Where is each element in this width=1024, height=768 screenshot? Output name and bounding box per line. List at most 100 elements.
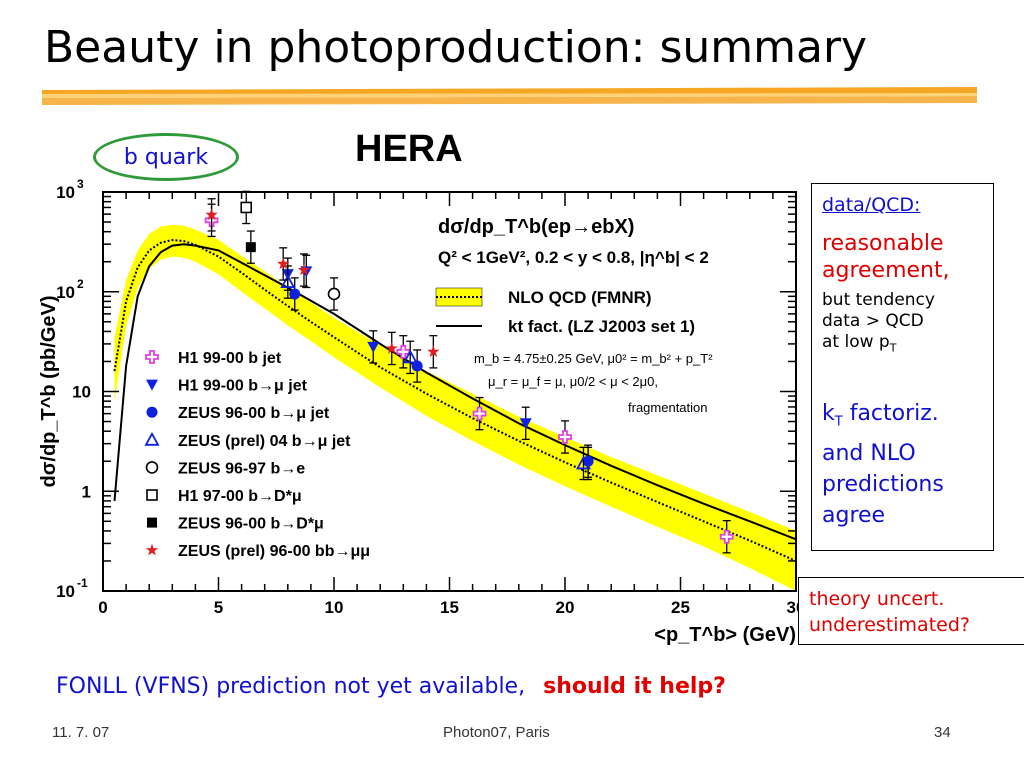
y-tick-label: 10 xyxy=(56,582,75,601)
params-line2: μ_r = μ_f = μ, μ0/2 < μ < 2μ0, xyxy=(488,374,658,389)
nlo-qcd-band xyxy=(114,224,796,591)
legend-marker-6 xyxy=(147,517,157,528)
data-qcd-box: data/QCD: reasonable agreement, but tend… xyxy=(811,183,994,551)
chart-title: dσ/dp_T^b(ep→ebX) xyxy=(438,216,634,238)
legend-marker-7 xyxy=(145,543,159,556)
legend-marker-2 xyxy=(146,406,158,418)
footer-conference: Photon07, Paris xyxy=(443,724,550,741)
legend-marker-0 xyxy=(145,350,159,364)
data-point-zeus-prel-96-00-bb- xyxy=(385,342,398,354)
data-point-h1-99-00-b-jet xyxy=(582,458,595,470)
data-point-h1-99-00-b-jet xyxy=(472,406,487,421)
legend-marker-5 xyxy=(146,489,158,501)
kt-line1: kT factoriz. xyxy=(822,398,983,437)
footer-page-number: 34 xyxy=(934,724,951,741)
title-underline-bar xyxy=(42,87,977,105)
theory-uncertainty-box: theory uncert. underestimated? xyxy=(798,577,1024,645)
legend-series-label: ZEUS (prel) 04 b→μ jet xyxy=(178,433,351,450)
x-tick-label: 10 xyxy=(325,598,344,617)
data-point-zeus-96-00-b-d- xyxy=(245,242,256,253)
legend-series-label: ZEUS 96-00 b→D*μ xyxy=(178,516,324,533)
fonll-text: FONLL (VFNS) prediction not yet availabl… xyxy=(56,674,526,699)
legend-series-label: ZEUS 96-00 b→μ jet xyxy=(178,405,330,422)
reasonable-line: reasonable xyxy=(822,231,944,256)
chart-subtitle: Q² < 1GeV², 0.2 < y < 0.8, |η^b| < 2 xyxy=(438,248,709,267)
y-tick-label: 10 xyxy=(72,383,91,402)
b-quark-text: b quark xyxy=(123,144,209,170)
data-point-h1-99-00-b-jet xyxy=(367,341,380,353)
plot-frame xyxy=(102,191,797,592)
kt-line3: predictions xyxy=(822,471,944,497)
data-point-zeus-prel-96-00-bb- xyxy=(205,208,218,221)
x-axis-label: <p_T^b> (GeV) xyxy=(654,624,796,646)
tendency-line3-sub: T xyxy=(889,341,897,355)
should-it-help-text: should it help? xyxy=(543,674,726,699)
data-point-h1-99-00-b-jet xyxy=(519,418,532,430)
fonll-statement: FONLL (VFNS) prediction not yet availabl… xyxy=(56,674,726,699)
data-point-zeus-prel-04-b-jet xyxy=(280,274,296,288)
y-axis-label: dσ/dp_T^b (pb/GeV) xyxy=(38,295,60,487)
data-point-zeus-prel-96-00-bb- xyxy=(277,257,290,270)
x-tick-label: 20 xyxy=(556,598,575,617)
kt-factorization-curve xyxy=(113,243,796,541)
x-tick-label: 5 xyxy=(214,598,223,617)
x-tick-label: 25 xyxy=(671,598,690,617)
kt-line2: and NLO xyxy=(822,440,916,466)
data-point-h1-99-00-b-jet xyxy=(719,529,734,544)
data-point-zeus-prel-04-b-jet xyxy=(402,349,418,364)
data-point-zeus-96-97-b-e xyxy=(327,287,341,301)
data-point-h1-99-00-b-jet xyxy=(281,269,294,281)
params-line3: fragmentation xyxy=(628,400,708,415)
data-point-zeus-96-00-b-jet xyxy=(582,455,594,467)
data-point-h1-99-00-b-jet xyxy=(396,344,411,359)
y-tick-label: 10 xyxy=(56,283,75,302)
data-point-h1-99-00-b-jet xyxy=(300,266,313,278)
y-tick-label: 10 xyxy=(56,183,75,202)
data-point-zeus-96-00-b-jet xyxy=(289,288,301,300)
tendency-line3: at low pT xyxy=(822,332,983,358)
slide-title: Beauty in photoproduction: summary xyxy=(44,22,868,73)
data-point-zeus-96-00-b-jet xyxy=(411,360,423,372)
y-tick-label: 1 xyxy=(82,482,91,501)
x-tick-label: 0 xyxy=(98,598,107,617)
tendency-line2: data > QCD xyxy=(822,311,924,331)
legend-series-label: ZEUS (prel) 96-00 bb→μμ xyxy=(178,543,370,560)
data-point-zeus-prel-96-00-bb- xyxy=(297,263,311,276)
data-point-zeus-prel-04-b-jet xyxy=(575,455,591,470)
y-tick-exponent: 3 xyxy=(77,177,84,191)
tendency-line3-text: at low p xyxy=(822,332,890,352)
kt-line1-rest: factoriz. xyxy=(842,401,939,427)
kt-line1-k: k xyxy=(822,401,835,427)
legend-marker-4 xyxy=(145,461,159,474)
params-line1: m_b = 4.75±0.25 GeV, μ0² = m_b² + p_T² xyxy=(474,351,713,366)
uncert-line2: underestimated? xyxy=(809,614,970,636)
y-tick-exponent: -1 xyxy=(77,576,88,590)
legend-band-label: NLO QCD (FMNR) xyxy=(508,288,652,307)
data-point-h1-99-00-b-jet xyxy=(204,213,219,228)
data-qcd-heading: data/QCD: xyxy=(822,194,921,216)
legend-series-label: ZEUS 96-97 b→e xyxy=(178,460,305,477)
legend-series-label: H1 99-00 b jet xyxy=(178,350,282,367)
legend-kt-label: kt fact. (LZ J2003 set 1) xyxy=(508,317,695,336)
data-point-zeus-prel-96-00-bb- xyxy=(427,345,440,358)
legend-series-label: H1 99-00 b→μ jet xyxy=(178,378,308,395)
footer-date: 11. 7. 07 xyxy=(52,724,110,741)
legend-band-swatch xyxy=(435,287,483,307)
hera-label: HERA xyxy=(355,128,463,170)
data-point-h1-97-00-b-d- xyxy=(240,201,253,214)
nlo-qcd-central-dotted xyxy=(113,238,796,562)
kt-line4: agree xyxy=(822,502,886,528)
agreement-text: reasonable agreement, xyxy=(822,230,983,284)
y-tick-exponent: 2 xyxy=(77,277,84,291)
legend-series-label: H1 97-00 b→D*μ xyxy=(178,488,302,505)
legend-marker-3 xyxy=(144,431,160,446)
tendency-line1: but tendency xyxy=(822,290,935,310)
agreement-line: agreement, xyxy=(822,258,950,283)
kt-line1-sub: T xyxy=(834,414,843,430)
data-point-h1-99-00-b-jet xyxy=(558,430,572,444)
kt-factorization-text: kT factoriz. and NLO predictions agree xyxy=(822,398,983,530)
uncert-line1: theory uncert. xyxy=(809,588,945,610)
legend-marker-1 xyxy=(146,379,158,391)
x-tick-label: 15 xyxy=(440,598,459,617)
tendency-text: but tendency data > QCD at low pT xyxy=(822,290,983,358)
